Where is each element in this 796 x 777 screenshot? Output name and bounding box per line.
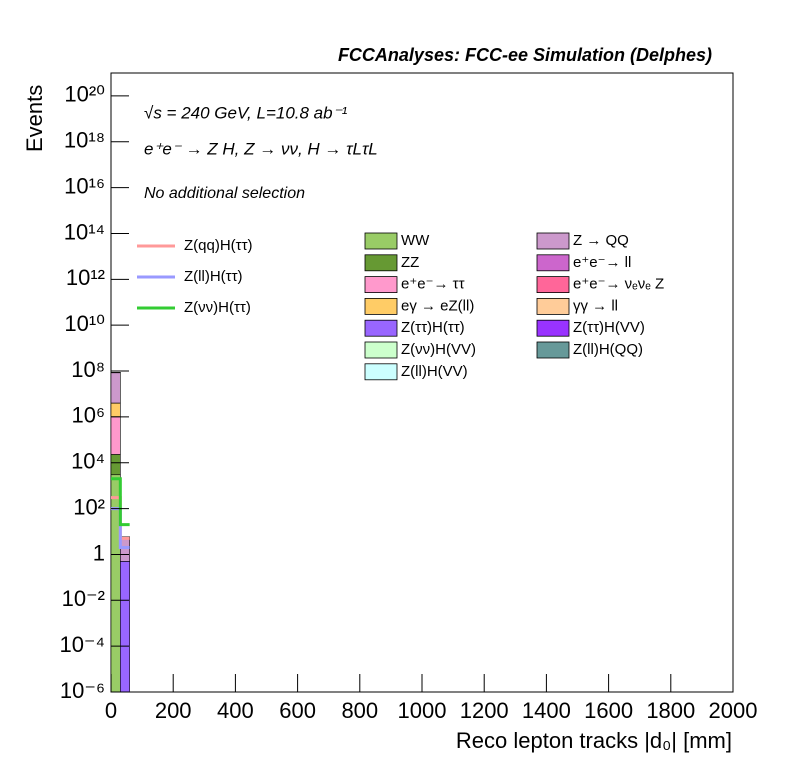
legend-label: ZZ (401, 254, 419, 271)
x-tick-label: 1200 (460, 698, 509, 723)
legend-label: WW (401, 232, 430, 249)
legend-label: Z(νν)H(VV) (401, 341, 476, 358)
y-tick-label: 10²⁰ (64, 82, 105, 107)
annotation: No additional selection (144, 185, 305, 202)
y-axis-label: Events (22, 85, 47, 152)
y-tick-label: 10⁻² (62, 586, 105, 611)
legend-swatch (365, 277, 397, 293)
chart-title: FCCAnalyses: FCC-ee Simulation (Delphes) (338, 45, 712, 65)
x-tick-label: 200 (155, 698, 192, 723)
legend-swatch (537, 342, 569, 358)
y-tick-label: 10⁸ (71, 357, 105, 382)
legend-label: Z(ll)H(QQ) (573, 341, 643, 358)
y-tick-label: 1 (93, 540, 105, 565)
legend-swatch (365, 298, 397, 314)
bar (111, 454, 120, 474)
x-tick-label: 2000 (709, 698, 758, 723)
legend-label: Z(ττ)H(VV) (573, 319, 645, 336)
x-tick-label: 600 (279, 698, 316, 723)
x-tick-label: 1600 (584, 698, 633, 723)
y-tick-label: 10¹² (66, 265, 105, 290)
x-axis-label: Reco lepton tracks |d₀| [mm] (456, 728, 732, 753)
annotation: e⁺e⁻ → Z H, Z → νν, H → τLτL (144, 139, 378, 158)
y-tick-label: 10¹⁶ (64, 173, 105, 198)
x-tick-label: 400 (217, 698, 254, 723)
legend-swatch (537, 320, 569, 336)
bar (111, 417, 120, 455)
y-tick-label: 10¹⁰ (64, 311, 105, 336)
legend-swatch (537, 255, 569, 271)
bar (120, 561, 129, 692)
legend-swatch (365, 233, 397, 249)
legend-label: Z(qq)H(ττ) (184, 237, 253, 254)
legend-label: Z(ll)H(VV) (401, 363, 468, 380)
y-tick-label: 10⁴ (71, 449, 105, 474)
x-tick-label: 800 (341, 698, 378, 723)
legend-label: Z → QQ (573, 232, 629, 249)
legend-label: Z(ττ)H(ττ) (401, 319, 465, 336)
legend-label: e⁺e⁻→ ττ (401, 276, 465, 293)
legend-swatch (365, 255, 397, 271)
legend-swatch (365, 320, 397, 336)
legend-label: Z(νν)H(ττ) (184, 299, 251, 316)
legend-label: e⁺e⁻→ ll (573, 254, 631, 271)
x-tick-label: 1800 (646, 698, 695, 723)
y-tick-label: 10⁶ (71, 403, 105, 428)
legend-swatch (365, 364, 397, 380)
legend-label: e⁺e⁻→ νₑνₑ Z (573, 276, 664, 293)
legend-swatch (537, 233, 569, 249)
legend-swatch (537, 298, 569, 314)
legend-swatch (537, 277, 569, 293)
legend-swatch (365, 342, 397, 358)
bar (111, 373, 120, 403)
legend-label: eγ → eZ(ll) (401, 297, 474, 314)
annotation: √s = 240 GeV, L=10.8 ab⁻¹ (144, 103, 348, 122)
y-tick-label: 10⁻⁴ (59, 632, 105, 657)
x-tick-label: 1400 (522, 698, 571, 723)
frame (111, 73, 733, 692)
x-tick-label: 0 (105, 698, 117, 723)
legend-label: Z(ll)H(ττ) (184, 268, 243, 285)
y-tick-label: 10⁻⁶ (60, 678, 105, 703)
y-tick-label: 10² (73, 494, 105, 519)
bar (111, 403, 120, 417)
y-tick-label: 10¹⁸ (64, 128, 105, 153)
y-tick-label: 10¹⁴ (64, 219, 105, 244)
x-tick-label: 1000 (398, 698, 447, 723)
legend-label: γγ → ll (573, 297, 618, 314)
